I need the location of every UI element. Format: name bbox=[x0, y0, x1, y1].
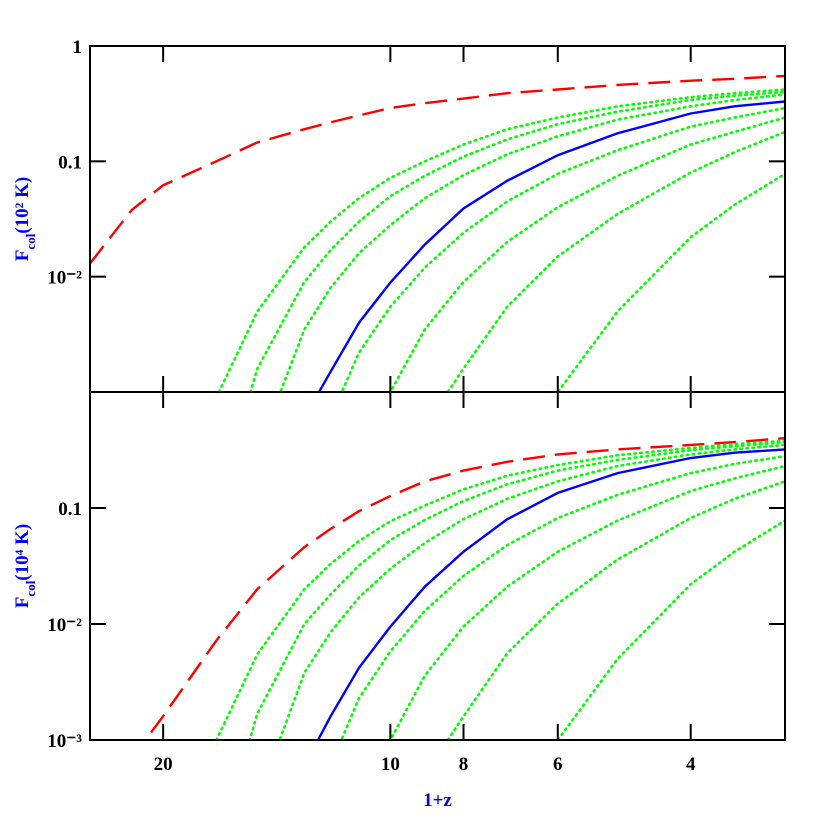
data-line bbox=[388, 116, 785, 392]
y-tick-label: 1 bbox=[73, 37, 83, 58]
data-line bbox=[446, 130, 785, 392]
plot-area bbox=[143, 437, 785, 740]
data-line bbox=[217, 88, 785, 392]
x-axis-label: 1+z bbox=[423, 790, 452, 811]
y-label-rest: (10⁴ K) bbox=[12, 524, 33, 581]
y-axis-label: Fcol(10⁴ K) bbox=[12, 524, 38, 608]
data-line bbox=[340, 106, 785, 392]
y-label-main: F bbox=[12, 250, 33, 262]
data-line bbox=[215, 439, 785, 740]
data-line bbox=[248, 440, 785, 740]
y-label-sub: col bbox=[23, 233, 38, 249]
plot-area bbox=[90, 74, 785, 392]
data-line bbox=[279, 93, 785, 392]
x-tick-label: 4 bbox=[686, 754, 696, 775]
y-tick-label: 10⁻² bbox=[47, 615, 82, 636]
x-tick-label: 10 bbox=[381, 754, 400, 775]
y-label-main: F bbox=[12, 597, 33, 609]
data-line bbox=[556, 172, 785, 392]
x-tick-label: 6 bbox=[553, 754, 563, 775]
data-line bbox=[316, 448, 785, 740]
data-line bbox=[446, 480, 785, 740]
y-tick-label: 0.1 bbox=[58, 152, 82, 173]
y-label-sub: col bbox=[23, 580, 38, 596]
data-line bbox=[388, 464, 785, 740]
y-tick-label: 10⁻³ bbox=[47, 731, 82, 752]
y-tick-label: 10⁻² bbox=[47, 268, 82, 289]
data-line bbox=[90, 74, 785, 265]
data-line bbox=[143, 437, 785, 740]
data-line bbox=[317, 100, 785, 392]
x-tick-label: 20 bbox=[154, 754, 173, 775]
x-tick-label: 8 bbox=[459, 754, 469, 775]
data-line bbox=[556, 519, 785, 740]
data-line bbox=[340, 454, 785, 740]
y-tick-label: 0.1 bbox=[58, 499, 82, 520]
data-line bbox=[249, 90, 785, 392]
data-line bbox=[278, 443, 785, 740]
y-label-rest: (10² K) bbox=[12, 177, 33, 234]
y-axis-label: Fcol(10² K) bbox=[12, 177, 38, 261]
axes-frame bbox=[89, 391, 786, 741]
